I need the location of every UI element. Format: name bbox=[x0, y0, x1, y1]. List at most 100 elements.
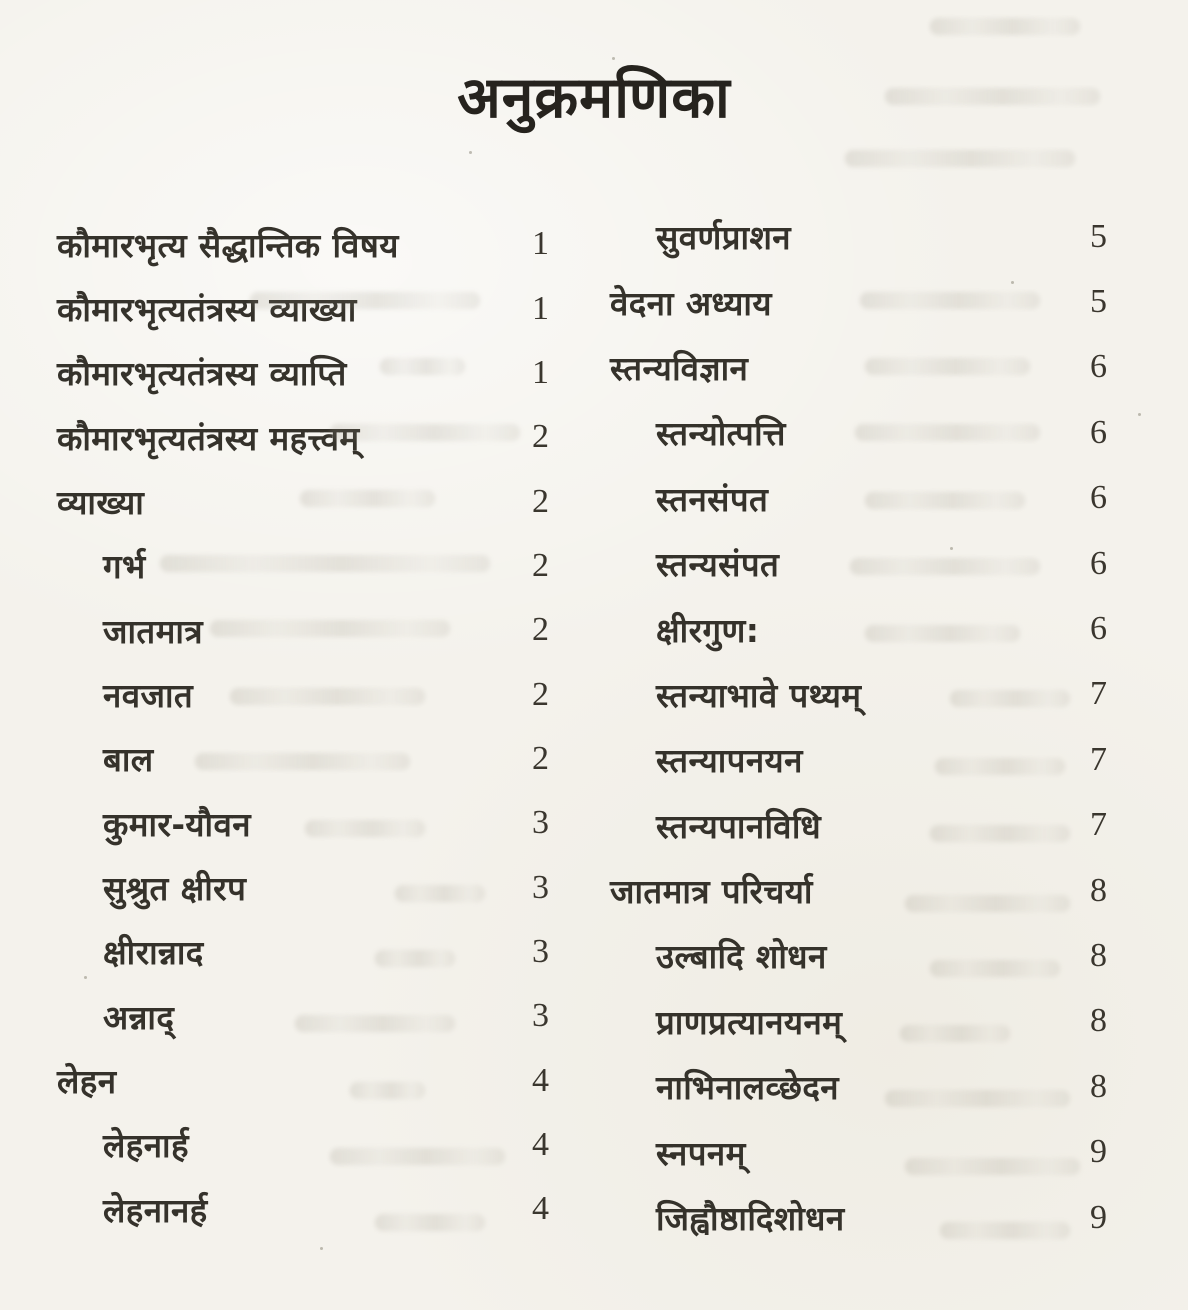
toc-entry-title: क्षीरान्नाद bbox=[103, 933, 204, 973]
scan-showthrough-artifact bbox=[865, 358, 1030, 375]
toc-entry-page-number: 5 bbox=[1090, 283, 1107, 321]
toc-entry: क्षीरान्नाद 3 bbox=[57, 920, 549, 984]
toc-entry-title: सुवर्णप्राशन bbox=[656, 218, 791, 258]
toc-entry-page-number: 3 bbox=[532, 804, 549, 842]
toc-entry: स्तनसंपत 6 bbox=[610, 466, 1107, 531]
scan-showthrough-artifact bbox=[350, 1082, 425, 1099]
toc-entry-title: कौमारभृत्य सैद्धान्तिक विषय bbox=[57, 225, 399, 265]
toc-entry-page-number: 2 bbox=[532, 739, 549, 777]
toc-entry-title: स्तन्योत्पत्ति bbox=[656, 414, 786, 454]
toc-entry-page-number: 2 bbox=[532, 611, 549, 649]
scan-showthrough-artifact bbox=[375, 1214, 485, 1231]
toc-entry: लेहनानर्ह 4 bbox=[57, 1177, 549, 1241]
toc-entry-title: स्तन्यपानविधि bbox=[656, 806, 822, 846]
scan-showthrough-artifact bbox=[195, 753, 410, 770]
toc-entry-title: जातमात्र परिचर्या bbox=[610, 872, 813, 912]
scan-showthrough-artifact bbox=[865, 492, 1025, 509]
toc-entry-page-number: 3 bbox=[532, 932, 549, 970]
toc-entry-page-number: 7 bbox=[1090, 740, 1107, 778]
toc-entry-title: क्षीरगुण: bbox=[656, 610, 760, 650]
toc-entry: स्तन्यविज्ञान 6 bbox=[610, 335, 1107, 400]
scan-showthrough-artifact bbox=[850, 558, 1040, 575]
toc-entry: कौमारभृत्य सैद्धान्तिक विषय 1 bbox=[57, 212, 549, 276]
scan-showthrough-artifact bbox=[900, 1025, 1010, 1042]
toc-entry-page-number: 8 bbox=[1090, 1002, 1107, 1040]
toc-entry: स्तन्यापनयन 7 bbox=[610, 727, 1107, 792]
toc-entry: स्तन्यपानविधि 7 bbox=[610, 793, 1107, 858]
scan-showthrough-artifact bbox=[330, 424, 520, 441]
toc-entry-page-number: 6 bbox=[1090, 413, 1107, 451]
toc-entry-page-number: 8 bbox=[1090, 936, 1107, 974]
toc-entry: कौमारभृत्यतंत्रस्य व्याप्ति 1 bbox=[57, 341, 549, 405]
toc-entry-page-number: 4 bbox=[532, 1061, 549, 1099]
scan-showthrough-artifact bbox=[160, 555, 490, 572]
paper-speck bbox=[612, 57, 615, 60]
scan-showthrough-artifact bbox=[395, 885, 485, 902]
toc-entry-page-number: 4 bbox=[532, 1125, 549, 1163]
toc-entry: सुवर्णप्राशन 5 bbox=[610, 204, 1107, 269]
toc-entry-page-number: 5 bbox=[1090, 217, 1107, 255]
toc-entry-title: कौमारभृत्यतंत्रस्य व्याख्या bbox=[57, 290, 357, 330]
toc-entry: स्नपनम् 9 bbox=[610, 1119, 1107, 1184]
toc-entry: जिह्वौष्ठादिशोधन 9 bbox=[610, 1185, 1107, 1250]
paper-speck bbox=[469, 151, 472, 154]
scan-showthrough-artifact bbox=[300, 490, 435, 507]
toc-entry-title: लेहनानर्ह bbox=[103, 1190, 208, 1230]
scan-showthrough-artifact bbox=[885, 1090, 1070, 1107]
paper-speck bbox=[1011, 281, 1014, 284]
scan-showthrough-artifact bbox=[905, 1158, 1080, 1175]
toc-entry-page-number: 6 bbox=[1090, 479, 1107, 517]
paper-speck bbox=[320, 1247, 323, 1250]
toc-entry: जातमात्र परिचर्या 8 bbox=[610, 858, 1107, 923]
toc-entry-page-number: 6 bbox=[1090, 348, 1107, 386]
toc-entry-title: लेहनार्ह bbox=[103, 1126, 189, 1166]
scan-showthrough-artifact bbox=[885, 88, 1100, 105]
toc-entry-page-number: 1 bbox=[532, 289, 549, 327]
toc-entry-title: कौमारभृत्यतंत्रस्य महत्त्वम् bbox=[57, 418, 360, 458]
toc-entry: प्राणप्रत्यानयनम् 8 bbox=[610, 989, 1107, 1054]
scan-showthrough-artifact bbox=[855, 424, 1040, 441]
toc-entry-title: स्तन्यसंपत bbox=[656, 545, 780, 585]
toc-entry-title: वेदना अध्याय bbox=[610, 283, 772, 323]
toc-entry-title: गर्भ bbox=[103, 547, 146, 587]
toc-entry-page-number: 2 bbox=[532, 675, 549, 713]
scan-showthrough-artifact bbox=[905, 895, 1070, 912]
paper-speck bbox=[712, 640, 715, 643]
toc-entry-title: कौमारभृत्यतंत्रस्य व्याप्ति bbox=[57, 354, 347, 394]
toc-entry-page-number: 2 bbox=[532, 482, 549, 520]
scan-showthrough-artifact bbox=[860, 292, 1040, 309]
toc-entry: क्षीरगुण: 6 bbox=[610, 596, 1107, 661]
scan-showthrough-artifact bbox=[380, 358, 465, 375]
scan-showthrough-artifact bbox=[935, 758, 1065, 775]
toc-entry-page-number: 8 bbox=[1090, 871, 1107, 909]
toc-entry: बाल 2 bbox=[57, 727, 549, 791]
toc-entry-title: जातमात्र bbox=[103, 611, 203, 651]
toc-entry-title: स्नपनम् bbox=[656, 1133, 746, 1173]
scan-showthrough-artifact bbox=[950, 690, 1070, 707]
toc-entry: वेदना अध्याय 5 bbox=[610, 269, 1107, 334]
toc-entry-page-number: 7 bbox=[1090, 675, 1107, 713]
toc-entry-title: नाभिनालव्छेदन bbox=[656, 1068, 839, 1108]
toc-entry: नवजात 2 bbox=[57, 662, 549, 726]
toc-entry-page-number: 3 bbox=[532, 997, 549, 1035]
toc-entry-title: उल्बादि शोधन bbox=[656, 937, 827, 977]
paper-speck bbox=[1138, 413, 1141, 416]
toc-entry-title: बाल bbox=[103, 740, 154, 780]
toc-entry-page-number: 2 bbox=[532, 546, 549, 584]
scan-showthrough-artifact bbox=[230, 688, 425, 705]
paper-speck bbox=[950, 547, 953, 550]
scan-showthrough-artifact bbox=[865, 625, 1020, 642]
toc-entry-title: स्तन्याभावे पथ्यम् bbox=[656, 675, 862, 715]
paper-speck bbox=[84, 976, 87, 979]
toc-column-right: सुवर्णप्राशन 5 वेदना अध्याय 5 स्तन्यविज्ञान 6… bbox=[610, 204, 1107, 1250]
toc-entry-page-number: 6 bbox=[1090, 610, 1107, 648]
toc-entry: लेहनार्ह 4 bbox=[57, 1113, 549, 1177]
toc-entry: कौमारभृत्यतंत्रस्य व्याख्या 1 bbox=[57, 276, 549, 340]
toc-entry: स्तन्याभावे पथ्यम् 7 bbox=[610, 662, 1107, 727]
toc-entry-page-number: 4 bbox=[532, 1190, 549, 1228]
toc-entry-page-number: 9 bbox=[1090, 1133, 1107, 1171]
toc-entry-page-number: 9 bbox=[1090, 1198, 1107, 1236]
toc-entry-title: व्याख्या bbox=[57, 483, 145, 523]
toc-entry: अन्नाद् 3 bbox=[57, 984, 549, 1048]
